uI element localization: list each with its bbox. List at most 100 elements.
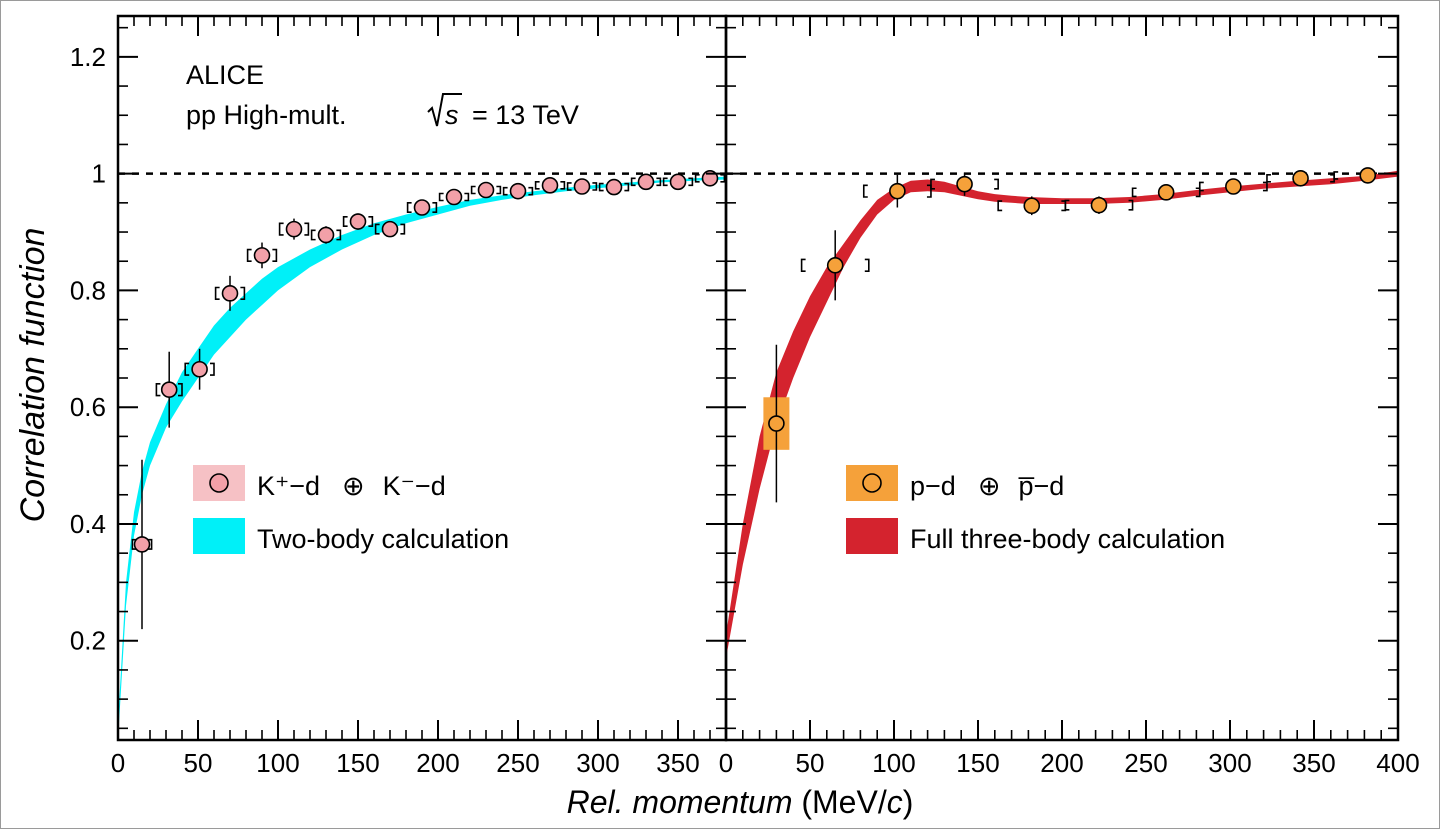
x-tick-label: 150 xyxy=(956,748,999,778)
data-marker xyxy=(1359,167,1377,184)
data-marker xyxy=(669,173,687,191)
data-point xyxy=(374,220,406,238)
data-point xyxy=(1333,167,1398,184)
data-marker xyxy=(768,415,785,432)
data-marker xyxy=(956,175,973,193)
systematic-bracket-left xyxy=(374,223,380,235)
data-marker xyxy=(285,220,303,238)
systematic-bracket-right xyxy=(1262,181,1268,192)
data-point xyxy=(246,242,278,269)
systematic-bracket-right xyxy=(178,383,183,397)
sqrt-s-label: s xyxy=(445,100,459,130)
data-marker xyxy=(573,178,591,195)
systematic-bracket-right xyxy=(864,258,870,272)
data-point xyxy=(131,459,153,630)
x-tick-label: 100 xyxy=(256,748,299,778)
x-axis-label: Rel. momentum (MeV/c) xyxy=(567,784,914,820)
data-marker xyxy=(1292,170,1309,187)
systematic-bracket-left xyxy=(1198,181,1204,192)
panel-1: 0 50 100 150 200 250 300 350 K⁺−d ⊕ K⁻−d Two-body c… xyxy=(111,14,728,778)
x-tick-label: 50 xyxy=(796,748,825,778)
data-point xyxy=(630,173,662,191)
systematic-bracket-left xyxy=(246,248,252,263)
x-tick-label: 100 xyxy=(872,748,915,778)
data-marker xyxy=(826,257,844,274)
systematic-bracket-right xyxy=(720,174,726,183)
data-marker xyxy=(191,360,208,378)
systematic-bracket-right xyxy=(688,177,694,187)
data-marker xyxy=(1090,196,1108,214)
data-point xyxy=(278,218,310,240)
systematic-bracket-right xyxy=(560,181,566,190)
systematic-bracket-left xyxy=(310,229,316,241)
data-marker xyxy=(1023,197,1041,215)
legend-entry-data: p−d ⊕ p̅−d xyxy=(910,471,1064,501)
systematic-bracket-right xyxy=(1195,187,1201,198)
panel-plot-area-2 xyxy=(726,167,1398,659)
x-tick-label: 0 xyxy=(719,748,733,778)
systematic-bracket-left xyxy=(278,222,284,236)
legend-band-swatch xyxy=(846,518,898,554)
systematic-bracket-left xyxy=(930,178,935,190)
y-axis-label: Correlation function xyxy=(14,228,52,523)
legend-band-swatch xyxy=(193,518,245,554)
systematic-bracket-left xyxy=(1131,187,1137,198)
systematic-bracket-left xyxy=(862,184,868,198)
x-tick-label: 400 xyxy=(1376,748,1419,778)
legend-marker xyxy=(209,473,229,493)
data-marker xyxy=(605,178,623,196)
systematic-bracket-right xyxy=(624,182,630,192)
panel-plot-area-1 xyxy=(118,170,726,740)
legend-marker xyxy=(862,473,882,493)
data-marker xyxy=(349,213,367,230)
systematic-bracket-right xyxy=(464,192,470,202)
data-point xyxy=(502,182,534,200)
systematic-bracket-right xyxy=(304,222,310,236)
systematic-bracket-left xyxy=(131,538,137,550)
data-point xyxy=(566,178,598,195)
data-point xyxy=(406,199,438,216)
data-point xyxy=(438,188,470,206)
systematic-bracket-right xyxy=(368,216,374,227)
systematic-bracket-left xyxy=(630,177,636,187)
x-axis-label-unit-post: ) xyxy=(903,784,914,820)
x-axis-label-main: Rel. momentum xyxy=(567,784,793,820)
data-point xyxy=(1198,178,1268,195)
legend-antiparticle-pair: p̅−d xyxy=(1018,471,1064,501)
systematic-bracket-right xyxy=(592,182,598,191)
y-tick-label: 0.6 xyxy=(70,392,106,422)
header-system: pp High-mult. xyxy=(186,100,347,130)
x-axis-label-unit-c: c xyxy=(887,784,903,820)
x-tick-label: 50 xyxy=(184,748,213,778)
systematic-bracket-left xyxy=(438,192,444,202)
systematic-bracket-left xyxy=(694,174,700,183)
x-tick-label: 0 xyxy=(111,748,125,778)
calculation-band xyxy=(726,170,1398,659)
systematic-bracket-left xyxy=(1064,199,1070,211)
systematic-bracket-left xyxy=(214,286,220,300)
data-marker xyxy=(160,381,178,398)
y-tick-label: 0.2 xyxy=(70,626,106,656)
y-tick-label: 1 xyxy=(92,159,106,189)
legend-particle-pair: K⁺−d xyxy=(257,471,320,501)
sqrt-s-symbol: s xyxy=(427,93,462,130)
x-axis-label-unit-pre: (MeV/ xyxy=(792,784,886,820)
legend-oplus: ⊕ xyxy=(342,471,365,501)
x-tick-label: 300 xyxy=(1208,748,1251,778)
x-tick-label: 350 xyxy=(1292,748,1335,778)
x-tick-label: 250 xyxy=(1124,748,1167,778)
data-marker xyxy=(253,247,271,264)
data-point xyxy=(930,172,999,196)
data-marker xyxy=(477,181,495,199)
legend-antiparticle-pair: K⁻−d xyxy=(383,471,446,501)
data-point xyxy=(184,348,215,390)
systematic-bracket-left xyxy=(534,181,540,190)
data-point xyxy=(598,178,630,196)
systematic-bracket-right xyxy=(656,177,662,187)
systematic-bracket-left xyxy=(155,383,161,397)
x-tick-label: 250 xyxy=(496,748,539,778)
sqrt-sign xyxy=(427,93,462,127)
data-marker xyxy=(637,173,655,191)
